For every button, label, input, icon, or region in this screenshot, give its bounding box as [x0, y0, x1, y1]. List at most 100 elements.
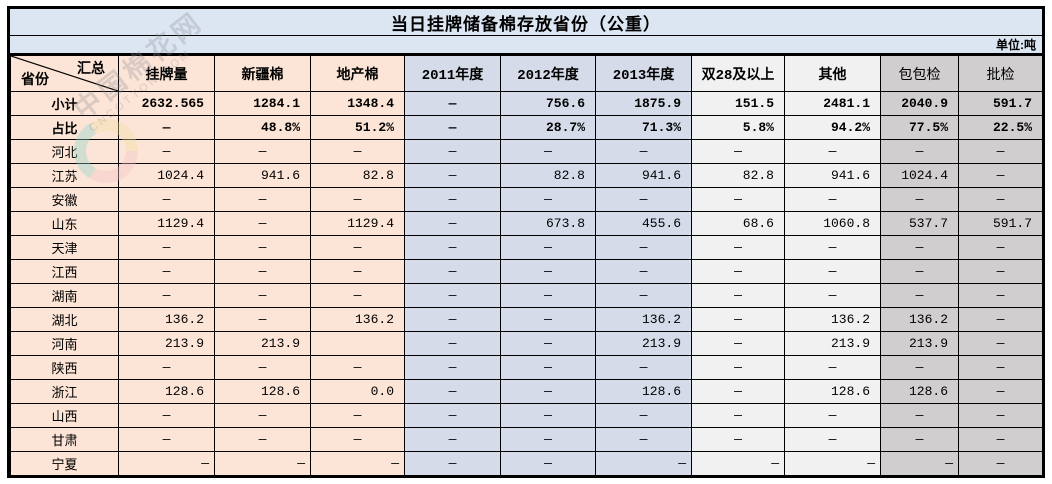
- cell: 941.6: [595, 163, 692, 188]
- row-label: 山东: [10, 211, 119, 236]
- cell: —: [118, 115, 215, 140]
- cell: —: [404, 403, 501, 428]
- cell: —: [404, 427, 501, 452]
- cell: —: [404, 115, 501, 140]
- cell: —: [310, 355, 405, 380]
- cell: —: [958, 259, 1043, 284]
- cell: —: [784, 139, 881, 164]
- cell: —: [691, 451, 785, 476]
- cell: —: [880, 427, 959, 452]
- cell: —: [958, 283, 1043, 308]
- cell: —: [595, 355, 692, 380]
- cell: 591.7: [958, 211, 1043, 236]
- data-table: 汇总 省份 挂牌量 新疆棉 地产棉 2011年度 2012年度 2013年度 双28及以上其…: [10, 55, 1043, 476]
- cell: —: [691, 331, 785, 356]
- cell: 756.6: [500, 91, 596, 116]
- table-row: 天津 — — — — — — — — — —: [10, 235, 1043, 260]
- cell: —: [958, 355, 1043, 380]
- cell: —: [595, 235, 692, 260]
- cell: —: [500, 283, 596, 308]
- cell: —: [784, 427, 881, 452]
- cell: —: [214, 139, 311, 164]
- cell: 1129.4: [310, 211, 405, 236]
- row-label: 湖北: [10, 307, 119, 332]
- cell: —: [214, 403, 311, 428]
- cell: —: [691, 379, 785, 404]
- cell: 213.9: [595, 331, 692, 356]
- cell: —: [784, 235, 881, 260]
- cell: —: [118, 235, 215, 260]
- cell: 136.2: [310, 307, 405, 332]
- cell: 591.7: [958, 91, 1043, 116]
- cell: 1024.4: [118, 163, 215, 188]
- row-label: 山西: [10, 403, 119, 428]
- cell: 136.2: [880, 307, 959, 332]
- cell: —: [118, 451, 215, 476]
- cell: [310, 331, 405, 356]
- cell: 455.6: [595, 211, 692, 236]
- cell: —: [958, 403, 1043, 428]
- cell: —: [500, 451, 596, 476]
- cell: —: [958, 163, 1043, 188]
- cell: —: [310, 187, 405, 212]
- cell: —: [691, 139, 785, 164]
- row-label: 占比: [10, 115, 119, 140]
- cell: —: [691, 187, 785, 212]
- row-label: 河南: [10, 331, 119, 356]
- cell: 2632.565: [118, 91, 215, 116]
- page-title: 当日挂牌储备棉存放省份（公重）: [10, 9, 1042, 36]
- row-label: 陕西: [10, 355, 119, 380]
- cell: —: [500, 187, 596, 212]
- cell: 151.5: [691, 91, 785, 116]
- cell: 71.3%: [595, 115, 692, 140]
- cell: —: [118, 283, 215, 308]
- cell: —: [691, 235, 785, 260]
- cell: —: [214, 427, 311, 452]
- cell: 1129.4: [118, 211, 215, 236]
- table-row: 山东 1129.4—1129.4—673.8 455.6 68.6 1060.8 537.…: [10, 211, 1043, 236]
- column-header: 新疆棉: [214, 55, 311, 92]
- table-row: 江苏 1024.4 941.6 82.8—82.8 941.6 82.8 941.6 1024…: [10, 163, 1043, 188]
- cell: —: [118, 355, 215, 380]
- cell: —: [404, 283, 501, 308]
- cell: —: [500, 403, 596, 428]
- cell: —: [500, 139, 596, 164]
- cell: —: [784, 283, 881, 308]
- cell: —: [880, 259, 959, 284]
- cell: 213.9: [784, 331, 881, 356]
- table-row: 小计 2632.565 1284.1 1348.4—756.6 1875.9 151.5 2…: [10, 91, 1043, 116]
- cell: —: [958, 235, 1043, 260]
- cell: 51.2%: [310, 115, 405, 140]
- row-label: 安徽: [10, 187, 119, 212]
- cell: —: [784, 403, 881, 428]
- cell: —: [784, 355, 881, 380]
- row-label: 河北: [10, 139, 119, 164]
- cell: —: [310, 283, 405, 308]
- cell: —: [404, 379, 501, 404]
- cell: 5.8%: [691, 115, 785, 140]
- cell: 0.0: [310, 379, 405, 404]
- cell: —: [958, 427, 1043, 452]
- row-label: 江西: [10, 259, 119, 284]
- cell: 1060.8: [784, 211, 881, 236]
- cell: —: [691, 283, 785, 308]
- cell: —: [784, 259, 881, 284]
- cell: 68.6: [691, 211, 785, 236]
- cell: —: [595, 259, 692, 284]
- cell: 213.9: [118, 331, 215, 356]
- cell: 22.5%: [958, 115, 1043, 140]
- row-label: 浙江: [10, 379, 119, 404]
- cell: —: [404, 355, 501, 380]
- column-header: 地产棉: [310, 55, 405, 92]
- cell: —: [880, 139, 959, 164]
- cell: —: [691, 307, 785, 332]
- cell: —: [214, 187, 311, 212]
- row-label: 湖南: [10, 283, 119, 308]
- table-row: 山西 — — — — — — — — — —: [10, 403, 1043, 428]
- cell: 136.2: [118, 307, 215, 332]
- cell: —: [784, 451, 881, 476]
- table-row: 占比 —48.8% 51.2% —28.7% 71.3% 5.8% 94.2% 77.5% 22…: [10, 115, 1043, 140]
- table-row: 甘肃 — — — — — — — — — —: [10, 427, 1043, 452]
- cell: —: [214, 259, 311, 284]
- cell: —: [880, 355, 959, 380]
